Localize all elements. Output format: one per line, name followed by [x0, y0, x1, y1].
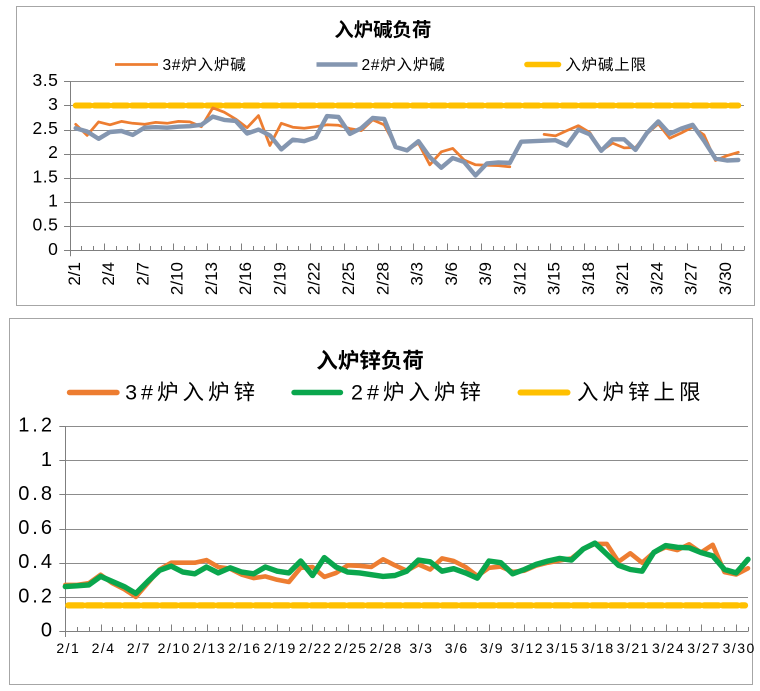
svg-text:3/27: 3/27	[682, 262, 701, 295]
svg-text:0.2: 0.2	[18, 585, 55, 607]
svg-text:2/22: 2/22	[305, 262, 324, 295]
svg-text:2/25: 2/25	[334, 640, 367, 656]
svg-text:3#: 3#	[163, 57, 182, 74]
svg-text:3/18: 3/18	[581, 640, 614, 656]
svg-text:2/22: 2/22	[299, 640, 332, 656]
svg-text:3/27: 3/27	[687, 640, 720, 656]
svg-text:2/28: 2/28	[373, 262, 392, 295]
svg-text:3/21: 3/21	[617, 640, 650, 656]
svg-text:0.6: 0.6	[18, 517, 55, 539]
svg-text:0.8: 0.8	[18, 483, 55, 505]
svg-text:3/24: 3/24	[652, 640, 685, 656]
svg-text:3/9: 3/9	[480, 640, 504, 656]
svg-text:2/1: 2/1	[56, 640, 80, 656]
svg-text:3/15: 3/15	[545, 262, 564, 295]
svg-text:3/12: 3/12	[510, 262, 529, 295]
svg-text:2/4: 2/4	[99, 262, 118, 286]
svg-text:2/7: 2/7	[133, 262, 152, 286]
svg-text:3/3: 3/3	[408, 262, 427, 286]
svg-text:2: 2	[48, 142, 58, 162]
svg-text:3/6: 3/6	[445, 640, 469, 656]
svg-text:3/21: 3/21	[613, 262, 632, 295]
svg-text:1.5: 1.5	[32, 166, 58, 186]
svg-text:3/30: 3/30	[716, 262, 735, 295]
svg-text:0.5: 0.5	[32, 215, 58, 235]
svg-text:2/10: 2/10	[168, 262, 187, 295]
svg-text:2/19: 2/19	[264, 640, 297, 656]
svg-text:2#: 2#	[362, 57, 381, 74]
svg-text:3/15: 3/15	[546, 640, 579, 656]
svg-text:3/24: 3/24	[647, 262, 666, 295]
svg-text:2/1: 2/1	[65, 262, 84, 286]
svg-text:0: 0	[41, 620, 55, 642]
svg-text:2/28: 2/28	[369, 640, 402, 656]
svg-text:3/3: 3/3	[409, 640, 433, 656]
svg-text:2/13: 2/13	[202, 262, 221, 295]
svg-text:3/6: 3/6	[442, 262, 461, 286]
svg-text:2/19: 2/19	[270, 262, 289, 295]
svg-text:2/16: 2/16	[236, 262, 255, 295]
svg-text:0: 0	[48, 239, 58, 259]
svg-text:2#: 2#	[351, 381, 383, 405]
svg-text:3/9: 3/9	[476, 262, 495, 286]
svg-text:2/7: 2/7	[127, 640, 151, 656]
svg-text:3/18: 3/18	[579, 262, 598, 295]
svg-text:3#: 3#	[125, 381, 157, 405]
svg-text:3/30: 3/30	[723, 640, 756, 656]
svg-text:2/16: 2/16	[228, 640, 261, 656]
svg-text:1.2: 1.2	[18, 415, 55, 437]
svg-text:2/13: 2/13	[193, 640, 226, 656]
svg-text:2/4: 2/4	[92, 640, 116, 656]
svg-text:0.4: 0.4	[18, 551, 55, 573]
svg-text:1: 1	[41, 449, 55, 471]
svg-text:2/25: 2/25	[339, 262, 358, 295]
svg-text:3.5: 3.5	[32, 70, 58, 90]
svg-text:2.5: 2.5	[32, 118, 58, 138]
svg-text:3: 3	[48, 94, 58, 114]
svg-text:2/10: 2/10	[158, 640, 191, 656]
svg-text:3/12: 3/12	[511, 640, 544, 656]
svg-text:1: 1	[48, 191, 58, 211]
